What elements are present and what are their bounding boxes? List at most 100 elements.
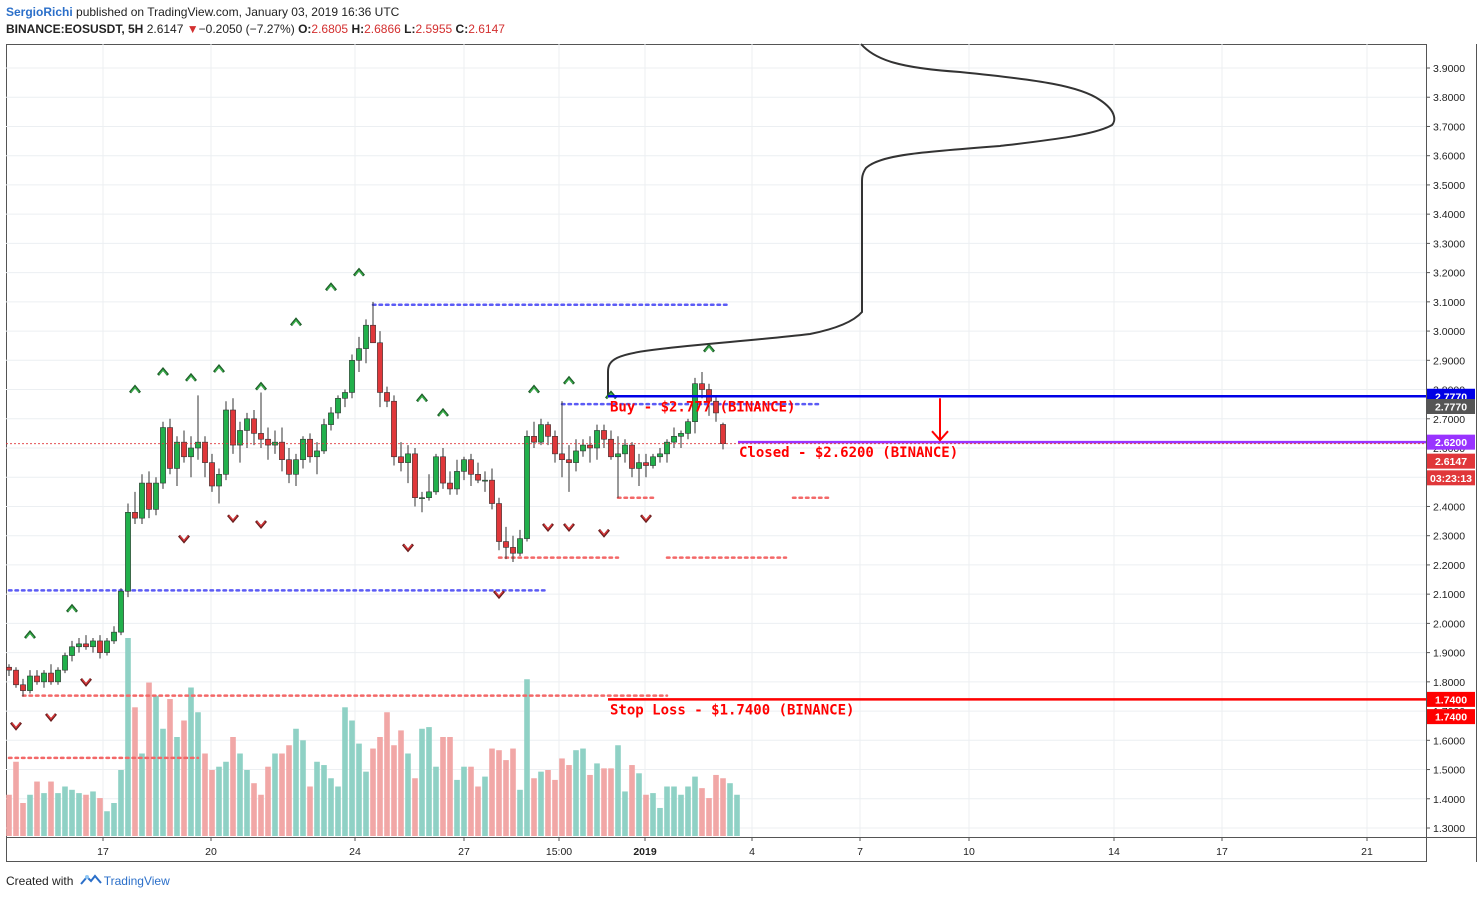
volume-bar xyxy=(713,774,719,836)
volume-bar xyxy=(608,768,614,836)
candle-down xyxy=(265,438,271,446)
volume-bar xyxy=(594,763,600,836)
price-tick-label: 1.8000 xyxy=(1433,677,1465,689)
candle-up xyxy=(188,447,194,458)
price-tick-label: 3.8000 xyxy=(1433,92,1465,104)
candle-up xyxy=(321,424,327,452)
candle-up xyxy=(538,424,544,443)
volume-bar xyxy=(69,789,75,836)
candlesticks xyxy=(6,301,726,697)
volume-bar xyxy=(510,748,516,836)
volume-bar xyxy=(545,770,551,836)
volume-bar xyxy=(587,774,593,836)
volume-bar xyxy=(230,737,236,836)
volume-bar xyxy=(447,737,453,836)
price-tag xyxy=(1427,453,1475,469)
volume-bar xyxy=(132,707,138,836)
down-arrow-fill xyxy=(81,678,91,685)
volume-bar xyxy=(202,753,208,836)
down-arrow-fill xyxy=(494,591,504,598)
candle-down xyxy=(391,400,397,458)
candle-up xyxy=(90,640,96,648)
candle-down xyxy=(720,424,726,445)
candle-up xyxy=(223,409,229,475)
dotted-levels xyxy=(7,303,830,760)
candle-up xyxy=(692,383,698,422)
volume-bar xyxy=(83,794,89,836)
volume-bar xyxy=(195,712,201,836)
candle-down xyxy=(412,453,418,498)
price-tick-label: 1.9000 xyxy=(1433,648,1465,660)
volume-bar xyxy=(412,778,418,836)
price-tick-label: 2.0000 xyxy=(1433,618,1465,630)
price-tag xyxy=(1427,709,1475,725)
price-tick-label: 2.3000 xyxy=(1433,531,1465,543)
volume-bar xyxy=(258,794,264,836)
time-tick-label: 7 xyxy=(857,846,863,858)
candle-up xyxy=(426,491,432,498)
candle-down xyxy=(34,675,40,683)
candle-up xyxy=(657,453,663,458)
volume-bar xyxy=(97,798,103,836)
candle-down xyxy=(13,669,19,686)
candle-down xyxy=(258,433,264,440)
volume-bar xyxy=(265,766,271,836)
author-name[interactable]: SergioRichi xyxy=(6,5,73,19)
candle-down xyxy=(6,666,12,671)
volume-bar xyxy=(41,793,47,836)
candle-down xyxy=(202,441,208,463)
candle-up xyxy=(111,631,117,642)
volume-bar xyxy=(419,728,425,836)
up-arrow-fill xyxy=(564,377,574,384)
price-tag xyxy=(1427,434,1475,450)
volume-bar xyxy=(272,753,278,836)
price-tag xyxy=(1427,691,1475,707)
price-chart[interactable]: Buy - $2.777 (BINANCE) Closed - $2.6200 … xyxy=(0,0,1483,870)
price-change: −0.2050 (−7.27%) xyxy=(198,22,295,36)
price-tick-label: 2.9000 xyxy=(1433,355,1465,367)
volume-bar xyxy=(496,750,502,836)
open-value: 2.6805 xyxy=(311,22,349,36)
tradingview-link[interactable]: TradingView xyxy=(103,874,170,888)
volume-bar xyxy=(580,748,586,836)
candle-up xyxy=(174,441,180,469)
volume-bar xyxy=(286,745,292,836)
volume-bar xyxy=(615,745,621,836)
volume-bar xyxy=(475,786,481,836)
price-tick-label: 3.4000 xyxy=(1433,209,1465,221)
candle-up xyxy=(636,462,642,469)
time-tick-label: 21 xyxy=(1361,846,1373,858)
volume-bar xyxy=(531,778,537,836)
candle-down xyxy=(167,427,173,469)
volume-bar xyxy=(342,707,348,836)
volume-bar xyxy=(461,766,467,836)
down-arrow-fill xyxy=(543,524,553,530)
symbol-legend: BINANCE:EOSUSDT, 5H 2.6147 ▼−0.2050 (−7.… xyxy=(6,22,505,36)
volume-bar xyxy=(643,794,649,836)
down-arrow-fill xyxy=(179,535,189,542)
price-tick-label: 3.7000 xyxy=(1433,121,1465,133)
down-arrow-fill xyxy=(641,515,651,522)
volume-bar xyxy=(188,687,194,836)
candle-up xyxy=(482,479,488,482)
volume-bar xyxy=(293,728,299,836)
volume-bar xyxy=(6,794,12,836)
candle-up xyxy=(342,392,348,399)
volume-bar xyxy=(244,770,250,836)
price-tag-label: 03:23:13 xyxy=(1430,473,1472,485)
time-tick-label: 27 xyxy=(458,846,470,858)
time-tick-label: 2019 xyxy=(633,846,657,858)
volume-bar xyxy=(160,728,166,836)
candle-down xyxy=(209,462,215,487)
candle-down xyxy=(699,383,705,390)
candle-down xyxy=(601,430,607,440)
candle-down xyxy=(83,643,89,648)
candle-up xyxy=(433,456,439,493)
volume-bar xyxy=(384,712,390,836)
price-tags: 2.77702.77702.62002.614703:23:131.74001.… xyxy=(1427,388,1475,725)
price-tag-label: 2.7770 xyxy=(1435,401,1467,413)
price-tick-label: 3.6000 xyxy=(1433,151,1465,163)
time-tick-label: 14 xyxy=(1108,846,1120,858)
candle-down xyxy=(489,479,495,504)
time-tick-label: 15:00 xyxy=(546,846,572,858)
